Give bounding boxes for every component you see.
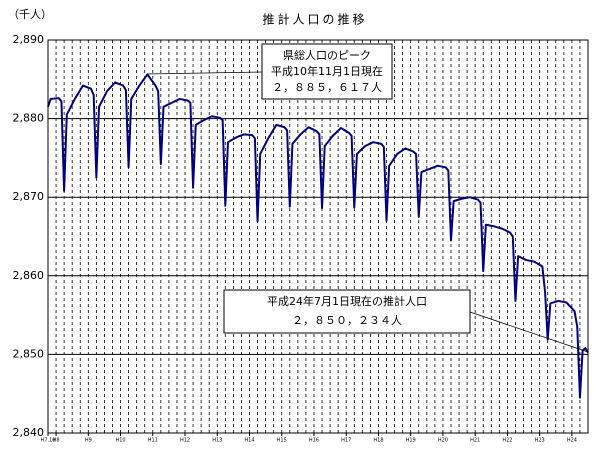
annotation: ２，８８５，６１７人 [272, 81, 382, 94]
y-tick-label: 2,890 [13, 33, 45, 46]
annotation: ２，８５０，２３４人 [292, 314, 402, 327]
leader-line [469, 311, 589, 353]
x-tick-label: H18 [373, 438, 383, 444]
x-tick-label: H7.10 [41, 438, 56, 444]
x-tick-label: H24 [567, 438, 577, 444]
x-tick-label: H16 [309, 438, 319, 444]
x-tick-label: H20 [438, 438, 448, 444]
x-tick-label: H21 [470, 438, 480, 444]
x-tick-label: H14 [244, 438, 254, 444]
y-tick-label: 2,840 [13, 426, 45, 439]
plot-frame [47, 39, 589, 434]
x-tick-label: H19 [406, 438, 416, 444]
x-tick-label: H11 [148, 438, 158, 444]
chart-title: 推計人口の推移 [262, 12, 367, 27]
y-tick-label: 2,850 [13, 347, 45, 360]
y-tick-label: 2,870 [13, 190, 45, 203]
series-line [47, 73, 589, 399]
y-tick-label: 2,860 [13, 269, 45, 282]
annotation: 県総人口のピーク [283, 48, 371, 62]
x-tick-label: H22 [502, 438, 512, 444]
y-unit: （千人） [8, 8, 52, 21]
y-tick-label: 2,880 [13, 112, 45, 125]
x-tick-label: H23 [535, 438, 545, 444]
callout-box [261, 43, 393, 100]
leader-line [146, 71, 263, 75]
annotation: 平成24年7月1日現在の推計人口 [267, 294, 427, 308]
x-tick-label: H10 [115, 438, 125, 444]
annotation: 平成10年11月1日現在 [271, 64, 383, 78]
callout-box [223, 289, 471, 334]
plot [47, 73, 589, 399]
x-tick-label: H9 [85, 438, 92, 444]
x-tick-label: H8 [53, 438, 60, 444]
x-tick-label: H13 [212, 438, 222, 444]
x-tick-label: H12 [180, 438, 190, 444]
x-tick-label: H15 [277, 438, 287, 444]
x-tick-label: H17 [341, 438, 351, 444]
